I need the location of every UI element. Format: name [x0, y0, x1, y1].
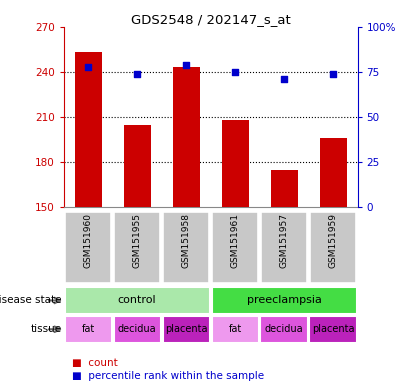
- Text: control: control: [118, 295, 157, 306]
- Text: decidua: decidua: [118, 324, 157, 334]
- Text: ■  percentile rank within the sample: ■ percentile rank within the sample: [72, 371, 264, 381]
- Text: ■  count: ■ count: [72, 358, 118, 368]
- Text: decidua: decidua: [265, 324, 303, 334]
- Bar: [320, 138, 346, 207]
- Text: GSM151955: GSM151955: [133, 214, 142, 268]
- Title: GDS2548 / 202147_s_at: GDS2548 / 202147_s_at: [131, 13, 291, 26]
- Bar: [212, 316, 259, 343]
- Bar: [162, 316, 210, 343]
- Text: placenta: placenta: [312, 324, 354, 334]
- Bar: [124, 125, 151, 207]
- Text: GSM151957: GSM151957: [279, 214, 289, 268]
- Text: GSM151958: GSM151958: [182, 214, 191, 268]
- Bar: [212, 287, 357, 314]
- Bar: [75, 53, 102, 207]
- Bar: [270, 170, 298, 207]
- Bar: [310, 212, 356, 283]
- Point: [330, 71, 336, 77]
- Bar: [212, 212, 258, 283]
- Text: tissue: tissue: [30, 324, 62, 334]
- Point: [281, 76, 287, 82]
- Bar: [261, 316, 308, 343]
- Bar: [114, 212, 160, 283]
- Point: [232, 69, 238, 75]
- Text: placenta: placenta: [165, 324, 208, 334]
- Point: [183, 62, 189, 68]
- Text: fat: fat: [229, 324, 242, 334]
- Point: [85, 63, 92, 70]
- Text: fat: fat: [81, 324, 95, 334]
- Bar: [309, 316, 357, 343]
- Bar: [163, 212, 209, 283]
- Point: [134, 71, 141, 77]
- Text: preeclampsia: preeclampsia: [247, 295, 321, 306]
- Bar: [173, 68, 200, 207]
- Text: disease state: disease state: [0, 295, 62, 306]
- Text: GSM151959: GSM151959: [328, 214, 337, 268]
- Bar: [113, 316, 161, 343]
- Text: GSM151961: GSM151961: [231, 214, 240, 268]
- Text: GSM151960: GSM151960: [84, 214, 93, 268]
- Bar: [261, 212, 307, 283]
- Bar: [65, 287, 210, 314]
- Bar: [65, 212, 111, 283]
- Bar: [65, 316, 112, 343]
- Bar: [222, 120, 249, 207]
